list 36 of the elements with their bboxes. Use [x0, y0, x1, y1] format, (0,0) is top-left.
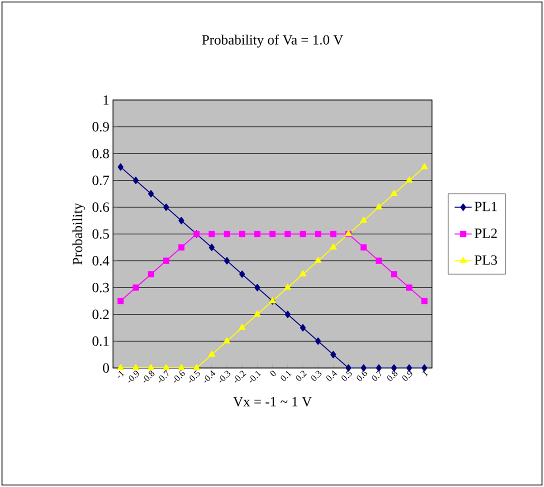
x-tick-label: 0.4 [326, 370, 337, 381]
x-tick-label: 0.2 [296, 370, 307, 381]
legend-label: PL1 [474, 202, 497, 212]
y-tick-label: 0.4 [92, 256, 110, 266]
y-tick-label: 0.7 [92, 176, 110, 186]
x-tick-label: 0.6 [356, 370, 368, 381]
x-tick-label: 0.3 [311, 370, 322, 381]
legend-label: PL3 [474, 255, 498, 265]
y-tick-label: 0.3 [92, 282, 109, 292]
x-tick-label: 0.8 [387, 370, 398, 381]
y-tick-label: 0.6 [92, 202, 110, 212]
x-axis-title: Vx = -1 ~ 1 V [233, 397, 312, 406]
x-tick-label: -0.4 [204, 370, 216, 382]
x-tick-label: -0.9 [128, 370, 139, 382]
y-tick-label: 0.5 [92, 229, 109, 239]
y-tick-label: 1 [104, 95, 109, 105]
x-tick-label: -0.2 [234, 370, 246, 382]
x-tick-label: -0.3 [220, 370, 230, 382]
y-axis-title: Probability [72, 202, 86, 265]
x-tick-label: 1 [422, 370, 428, 377]
x-tick-label: 0.5 [342, 370, 352, 381]
x-tick-label: -1 [118, 370, 124, 378]
x-tick-label: -0.7 [158, 370, 168, 382]
x-tick-label: 0.9 [402, 370, 412, 381]
x-tick-label: -0.1 [250, 370, 262, 382]
chart-title: Probability of Va = 1.0 V [202, 34, 344, 48]
x-tick-label: 0.1 [280, 370, 292, 381]
x-tick-label: 0 [270, 370, 276, 376]
y-tick-label: 0.1 [92, 336, 109, 346]
y-tick-label: 0.8 [92, 148, 109, 158]
y-tick-label: 0.9 [92, 122, 109, 132]
x-tick-label: -0.8 [144, 370, 154, 382]
x-tick-label: -0.5 [189, 370, 200, 382]
x-tick-label: -0.6 [174, 370, 185, 382]
y-tick-label: 0.2 [92, 310, 109, 320]
legend-label: PL2 [474, 228, 497, 238]
